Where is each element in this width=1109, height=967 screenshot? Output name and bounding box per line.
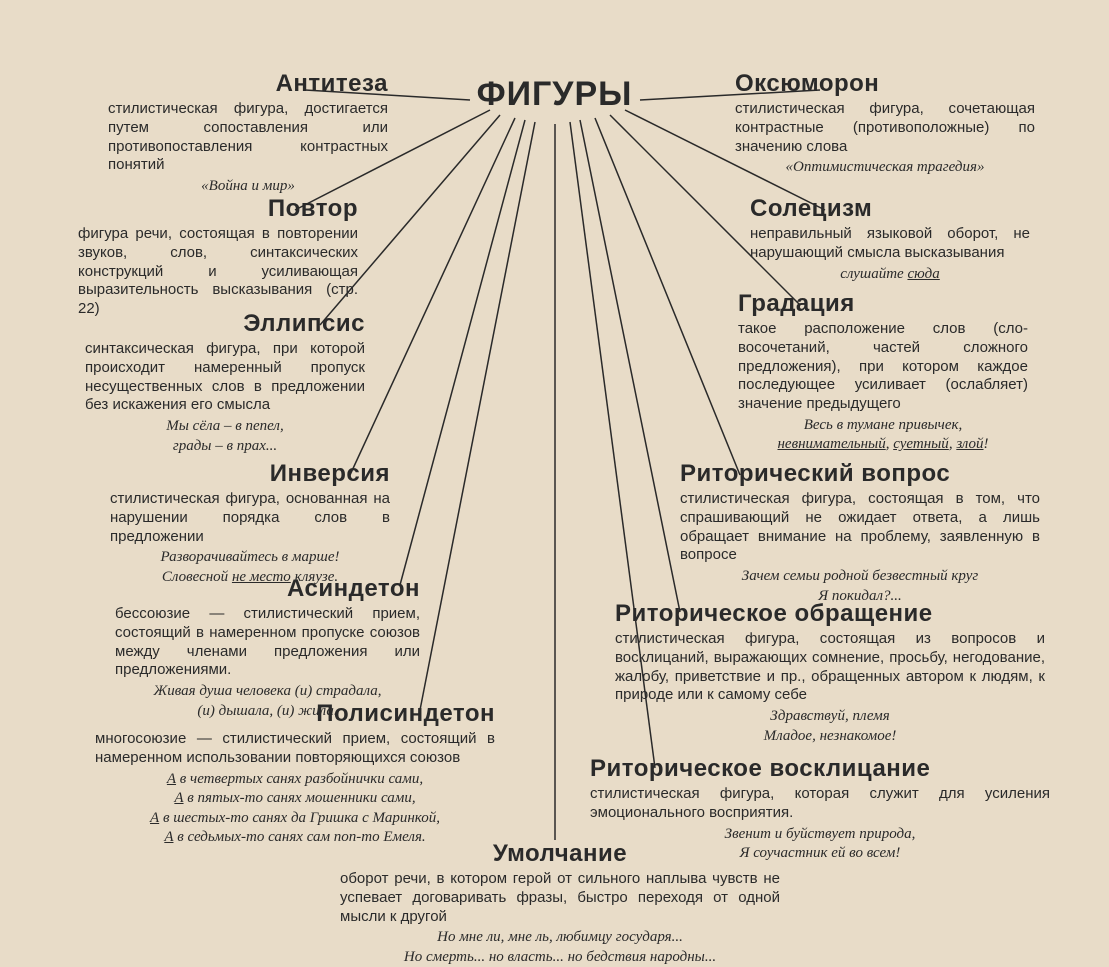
term-entry: Повторфигура речи, состоящая в по­вторен… bbox=[78, 195, 358, 319]
term-title: Полисиндетон bbox=[95, 700, 495, 728]
term-entry: Полисиндетонмногосоюзие — стилистический… bbox=[95, 700, 495, 848]
term-entry: Солецизмнеправильный языковой обо­рот, н… bbox=[750, 195, 1030, 284]
term-title: Инверсия bbox=[110, 460, 390, 488]
term-title: Антитеза bbox=[108, 70, 388, 98]
term-entry: Оксюморонстилистическая фигура, сочета­ю… bbox=[735, 70, 1035, 178]
term-example: Здравствуй, племя Младое, незнакомое! bbox=[615, 707, 1045, 746]
term-definition: стилистическая фигура, сочета­ющая контр… bbox=[735, 100, 1035, 156]
term-example: «Война и мир» bbox=[108, 177, 388, 197]
term-definition: стилистическая фигура, которая служит дл… bbox=[590, 785, 1050, 823]
term-title: Асиндетон bbox=[115, 575, 420, 603]
term-entry: Эллипсиссинтаксическая фигура, при котор… bbox=[85, 310, 365, 456]
term-entry: Риторический вопросстилистическая фигура… bbox=[680, 460, 1040, 606]
term-example: «Оптимистическая трагедия» bbox=[735, 158, 1035, 178]
term-definition: многосоюзие — стилистический прием, сост… bbox=[95, 730, 495, 768]
term-title: Риторическое восклицание bbox=[590, 755, 1050, 783]
term-title: Риторический вопрос bbox=[680, 460, 1040, 488]
term-definition: стилистическая фигура, дости­гается путе… bbox=[108, 100, 388, 175]
term-title: Градация bbox=[738, 290, 1028, 318]
term-definition: бессоюзие — стилистический прием, состоя… bbox=[115, 605, 420, 680]
term-entry: Инверсиястилистическая фигура, осно­ванн… bbox=[110, 460, 390, 587]
term-example: А в четвертых санях разбойнички сами,А в… bbox=[95, 770, 495, 848]
term-title: Риторическое обращение bbox=[615, 600, 1045, 628]
term-example: слушайте сюда bbox=[750, 265, 1030, 285]
term-definition: синтаксическая фигура, при которой проис… bbox=[85, 340, 365, 415]
term-title: Эллипсис bbox=[85, 310, 365, 338]
term-entry: Градациятакое расположение слов (сло­вос… bbox=[738, 290, 1028, 455]
term-definition: стилистическая фигура, состоящая в том, … bbox=[680, 490, 1040, 565]
term-title: Умолчание bbox=[340, 840, 780, 868]
term-entry: Риторическое обращениестилистическая фиг… bbox=[615, 600, 1045, 746]
term-example: Весь в тумане привычек,невнимательный, с… bbox=[738, 416, 1028, 455]
diagram-page: ФИГУРЫ Антитезастилистическая фигура, до… bbox=[0, 0, 1109, 960]
term-definition: оборот речи, в котором герой от сильного… bbox=[340, 870, 780, 926]
term-definition: стилистическая фигура, состоящая из вопр… bbox=[615, 630, 1045, 705]
term-example: Но мне ли, мне ль, любимцу государя... Н… bbox=[340, 928, 780, 967]
term-title: Повтор bbox=[78, 195, 358, 223]
term-title: Оксюморон bbox=[735, 70, 1035, 98]
term-definition: фигура речи, состоящая в по­вторении зву… bbox=[78, 225, 358, 319]
term-title: Солецизм bbox=[750, 195, 1030, 223]
term-definition: стилистическая фигура, осно­ванная на на… bbox=[110, 490, 390, 546]
term-definition: неправильный языковой обо­рот, не наруша… bbox=[750, 225, 1030, 263]
term-example: Мы сёла – в пепел, грады – в прах... bbox=[85, 417, 365, 456]
term-definition: такое расположение слов (сло­восочетаний… bbox=[738, 320, 1028, 414]
diagram-title: ФИГУРЫ bbox=[477, 75, 633, 114]
term-entry: Умолчаниеоборот речи, в котором герой от… bbox=[340, 840, 780, 967]
term-entry: Антитезастилистическая фигура, дости­гае… bbox=[108, 70, 388, 197]
